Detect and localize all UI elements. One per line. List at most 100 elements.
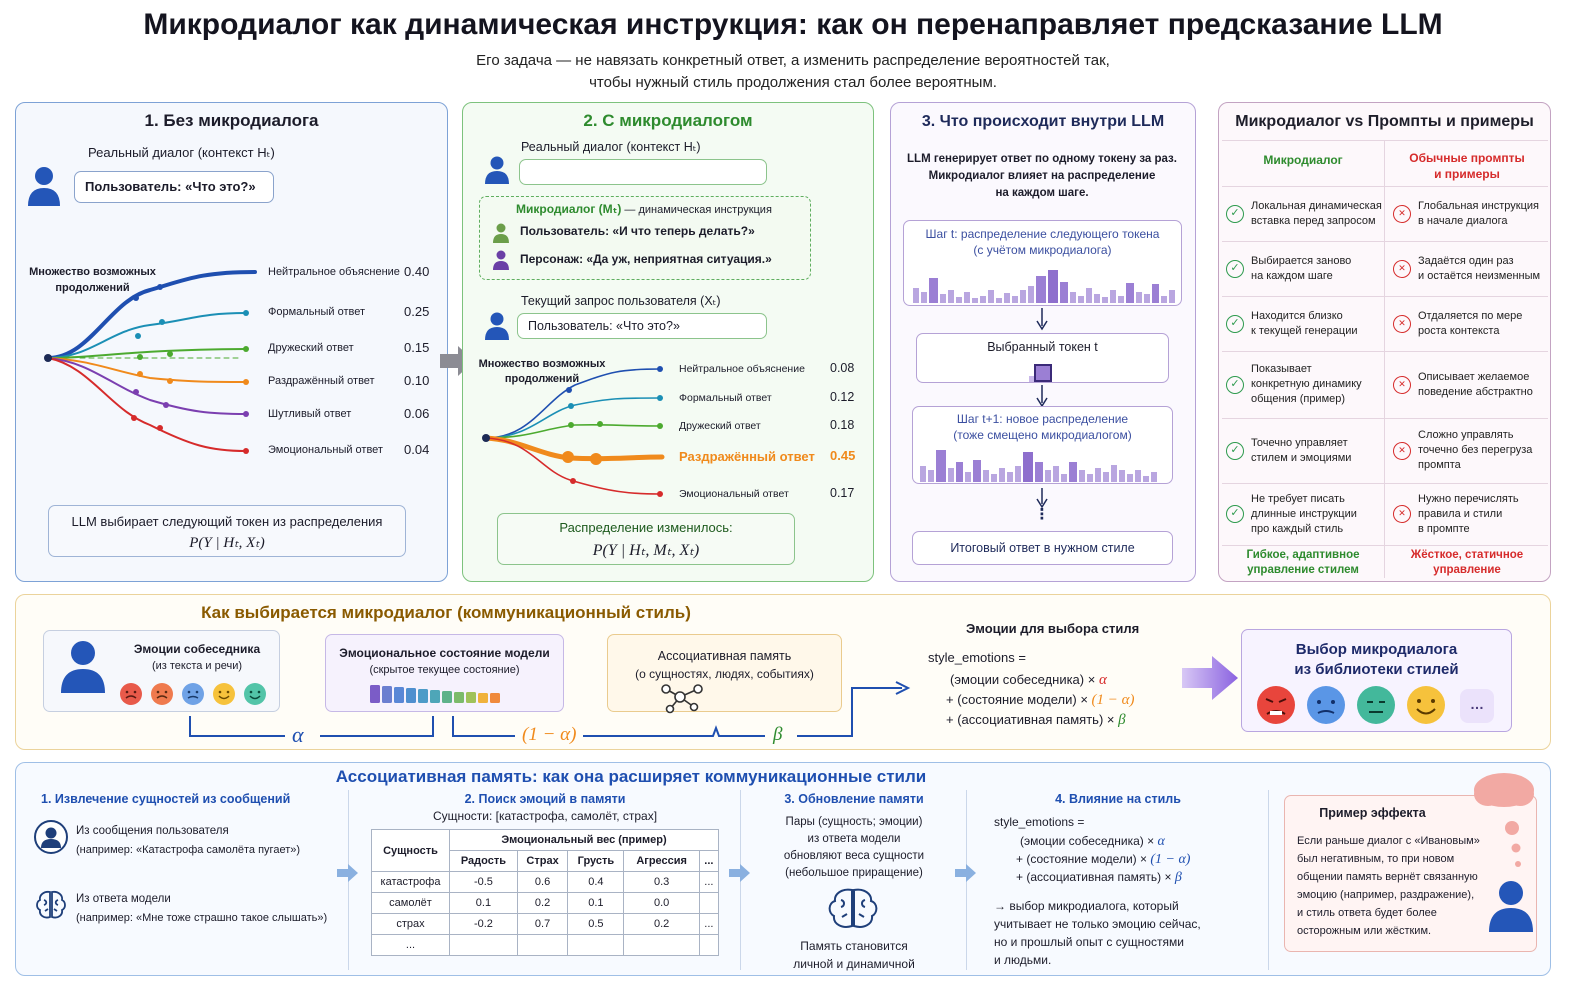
panel-title: Как выбирается микродиалог (коммуникацио… xyxy=(201,603,691,622)
table-header: Эмоциональный вес (пример) xyxy=(449,829,719,851)
microdialog-feature: Находится близко к текущей генерации xyxy=(1251,309,1358,339)
feature-line: точечно без перегруза xyxy=(1418,444,1533,456)
continuations-label: Множество возможных продолжений xyxy=(478,357,606,387)
formula-weight: α xyxy=(1157,834,1165,849)
example-line: (например: «Мне тоже страшно такое слыша… xyxy=(76,912,328,924)
example-title: Пример эффекта xyxy=(1319,806,1426,820)
footer-prompts: Жёсткое, статичное управление xyxy=(1384,548,1550,578)
formula-line: style_emotions = xyxy=(928,650,1026,665)
panel-title: 1. Без микродиалога xyxy=(144,111,319,130)
feature-line: Находится близко xyxy=(1251,309,1343,322)
column-divider xyxy=(1384,140,1385,578)
comparison-row xyxy=(1222,241,1548,296)
feature-line: про каждый стиль xyxy=(1251,522,1344,535)
prompt-feature: Описывает желаемое поведение абстрактно xyxy=(1418,370,1533,400)
label-line: (из текста и речи) xyxy=(151,660,243,672)
section-divider xyxy=(1268,790,1269,970)
feature-line: Локальная динамическая xyxy=(1251,199,1382,212)
model-state-label: Эмоциональное состояние модели (скрытое … xyxy=(326,645,563,679)
chosen-token-box: Выбранный токен t xyxy=(916,333,1169,383)
chosen-token-label: Выбранный токен t xyxy=(987,340,1098,354)
table-cell: 0.0 xyxy=(623,892,700,914)
feature-line: к текущей генерации xyxy=(1251,324,1358,337)
microdialog-label: Микродиалог (Mₜ) — динамическая инструкц… xyxy=(516,202,772,216)
memory-label: Ассоциативная память (о сущностях, людях… xyxy=(608,647,841,683)
feature-line: Показывает xyxy=(1251,363,1312,375)
table-cell xyxy=(516,934,569,956)
comparison-row xyxy=(1222,186,1548,241)
prompt-feature: Отдаляется по мере роста контекста xyxy=(1418,309,1522,339)
label-line: Выбор микродиалога xyxy=(1295,641,1458,658)
feature-line: вставка перед запросом xyxy=(1251,214,1376,227)
user-icon xyxy=(485,156,509,184)
emotion-faces-icon xyxy=(120,683,266,705)
text-line: Память становится xyxy=(800,939,908,953)
feature-line: общения (пример) xyxy=(1251,393,1346,405)
footer-text: Распределение изменилось: xyxy=(559,520,733,535)
text-line: и людьми. xyxy=(994,953,1052,967)
table-cell xyxy=(567,934,625,956)
formula-line: + (ассоциативная память) × β xyxy=(946,712,1126,729)
microdialog-user-line: Пользователь: «И что теперь делать?» xyxy=(520,224,755,238)
footer-formula: P(Y | Hₜ, Mₜ, Xₜ) xyxy=(592,542,700,559)
col-microdialog-header: Микродиалог xyxy=(1263,153,1343,167)
table-header: Агрессия xyxy=(623,850,700,872)
effect-example-box: Пример эффекта Если раньше диалог с «Ива… xyxy=(1284,795,1537,952)
microdialog-feature: Не требует писать длинные инструкции про к… xyxy=(1251,492,1357,537)
example-line: (например: «Катастрофа самолёта пугает») xyxy=(76,844,301,856)
table-header: ... xyxy=(698,850,720,872)
formula-term: + (состояние модели) × xyxy=(1016,852,1151,866)
check-icon: ✓ xyxy=(1226,259,1244,278)
option-label: Шутливый ответ xyxy=(268,408,352,420)
state-vector-icon xyxy=(370,685,500,703)
text-line: общении память вернёт связанную xyxy=(1297,871,1478,883)
footer-line: Жёсткое, статичное xyxy=(1410,549,1524,561)
label-line: Множество возможных xyxy=(29,266,156,278)
text-line: Если раньше диалог с «Ивановым» xyxy=(1297,835,1480,847)
cross-icon: ✕ xyxy=(1393,259,1411,278)
label-line: продолжений xyxy=(504,373,580,385)
context-input xyxy=(519,159,767,185)
table-cell: катастрофа xyxy=(371,871,450,893)
step-line: (с учётом микродиалога) xyxy=(973,243,1112,257)
feature-line: Описывает желаемое xyxy=(1418,370,1530,383)
step-line: (тоже смещено микродиалогом) xyxy=(953,428,1132,442)
footer-box-2: Распределение изменилось: P(Y | Hₜ, Mₜ, … xyxy=(497,513,795,565)
llm-intro: LLM генерирует ответ по одному токену за… xyxy=(892,151,1192,202)
root-node xyxy=(44,354,52,362)
option-value: 0.10 xyxy=(404,373,430,388)
table-cell: -0.2 xyxy=(449,913,518,935)
text-line: осторожным или жёстким. xyxy=(1297,925,1432,937)
memory-update-text: Пары (сущность; эмоции) из ответа модели… xyxy=(742,814,966,882)
check-icon: ✓ xyxy=(1226,505,1244,523)
formula-term: (эмоции собеседника) × xyxy=(1020,834,1158,848)
cross-icon: ✕ xyxy=(1393,375,1411,394)
microdialog-feature: Показывает конкретную динамику общения (пр… xyxy=(1251,362,1362,407)
step-line: Шаг t: распределение следующего токена xyxy=(925,227,1160,241)
intro-line: LLM генерирует ответ по одному токену за… xyxy=(907,153,1177,165)
option-value: 0.15 xyxy=(404,340,430,355)
comparison-row xyxy=(1222,351,1548,418)
cross-icon: ✕ xyxy=(1393,505,1411,523)
comparison-row xyxy=(1222,418,1548,483)
formula-weight: β xyxy=(1118,712,1126,728)
formula-line: + (состояние модели) × (1 − α) xyxy=(946,692,1135,709)
branch-friendly xyxy=(485,423,661,439)
cross-icon: ✕ xyxy=(1393,204,1411,223)
comparison-row xyxy=(1222,483,1548,545)
label-line: Ассоциативная память xyxy=(657,649,792,663)
option-value: 0.12 xyxy=(830,390,855,404)
footer-text: LLM выбирает следующий токен из распреде… xyxy=(71,514,383,529)
table-cell: 0.3 xyxy=(623,871,700,893)
thought-cloud-icon xyxy=(1474,773,1534,867)
formula-line: style_emotions = xyxy=(994,815,1085,829)
option-value: 0.25 xyxy=(404,304,430,319)
footer-formula: P(Y | Hₜ, Xₜ) xyxy=(189,535,265,551)
prompt-feature: Сложно управлять точечно без перегруза про… xyxy=(1418,428,1532,473)
user-bubble: Пользователь: «Что это?» xyxy=(74,171,274,203)
footer-line: управление стилем xyxy=(1247,564,1359,576)
continuations-label: Множество возможных продолжений xyxy=(25,264,160,296)
entities-list: Сущности: [катастрофа, самолёт, страх] xyxy=(432,809,658,823)
table-row: страх -0.2 0.7 0.5 0.2 ... xyxy=(371,913,720,935)
